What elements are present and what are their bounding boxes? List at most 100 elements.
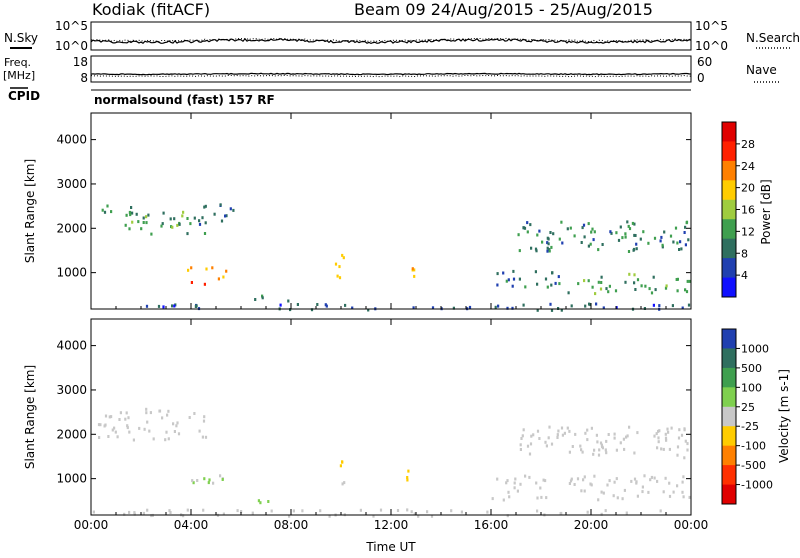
heatmap-cell [128,210,131,214]
heatmap-cell [267,500,270,503]
colorbar-tick-label: 1000 [741,342,769,355]
heatmap-cell [148,429,151,433]
heatmap-cell [341,460,344,464]
heatmap-cell [162,211,165,215]
heatmap-cell [110,415,113,419]
heatmap-cell [661,245,664,249]
heatmap-cell [640,284,643,288]
heatmap-cell [558,282,561,286]
heatmap-cell [613,480,616,484]
heatmap-cell [604,448,607,452]
heatmap-cell [169,217,172,221]
heatmap-cell [579,444,582,448]
heatmap-cell [583,235,586,239]
velocity-y-axis-label: Slant Range [km] [23,365,37,469]
colorbar-tick-label: -25 [741,420,759,433]
heatmap-cell [628,227,632,231]
heatmap-cell [600,512,603,516]
heatmap-cell [187,268,190,272]
heatmap-cell [676,289,679,293]
heatmap-cell [406,508,409,512]
heatmap-cell [536,509,539,513]
cpid-mode-text: normalsound (fast) 157 RF [94,93,275,107]
heatmap-cell [678,428,681,432]
heatmap-cell [412,306,415,310]
heatmap-cell [600,275,603,279]
heatmap-cell [310,308,314,312]
heatmap-cell [557,429,560,433]
heatmap-cell [158,409,162,413]
heatmap-cell [507,278,510,282]
colorbar-segment [722,465,736,485]
heatmap-cell [341,253,344,257]
heatmap-cell [379,508,383,512]
heatmap-cell [627,250,631,253]
heatmap-cell [511,284,514,288]
heatmap-cell [517,233,520,237]
station-title: Kodiak (fitACF) [92,0,210,19]
heatmap-cell [254,298,257,301]
heatmap-cell [124,417,127,421]
x-tick-label: 20:00 [574,518,609,532]
colorbar-tick-label: 500 [741,362,762,375]
heatmap-cell [683,456,686,460]
heatmap-cell [182,514,185,518]
noise-search-trace [90,37,691,43]
colorbar-segment [722,348,736,369]
heatmap-cell [519,448,522,451]
heatmap-cell [661,243,664,247]
heatmap-cell [430,514,434,518]
velocity-colorbar: 1000 500 100 25 -25 -100 -500 -1000 Velocity [m… [721,328,791,505]
heatmap-cell [133,511,136,515]
heatmap-cell [672,240,675,244]
heatmap-cell [343,481,346,485]
heatmap-cell [167,409,170,413]
heatmap-cell [167,437,170,441]
heatmap-cell [99,423,102,427]
heatmap-cell [687,238,690,242]
x-axis-label: Time UT [365,540,416,554]
heatmap-cell [270,509,273,513]
colorbar-segment [722,277,736,298]
heatmap-cell [613,436,616,440]
heatmap-cell [367,308,370,312]
heatmap-cell [683,231,686,234]
heatmap-cell [667,430,670,434]
heatmap-cell [548,425,551,429]
heatmap-cell [541,240,544,244]
heatmap-cell [126,424,129,428]
heatmap-cell [261,296,264,300]
heatmap-cell [257,499,260,503]
heatmap-cell [672,490,675,494]
heatmap-cell [516,489,519,493]
heatmap-cell [649,478,652,482]
heatmap-cell [505,279,508,283]
noise-right-tick-top: 10^5 [695,19,728,33]
heatmap-cell [602,306,605,310]
nave-trace [91,74,691,78]
heatmap-cell [552,232,555,236]
heatmap-cell [674,226,678,230]
colorbar-tick-label: -100 [741,440,766,453]
heatmap-cell [570,477,573,481]
colorbar-segment [722,329,736,349]
heatmap-cell [219,203,222,207]
heatmap-cell [410,510,413,514]
heatmap-cell [523,226,527,230]
heatmap-cell [150,514,153,518]
heatmap-cell [681,306,684,310]
heatmap-cell [513,481,516,485]
heatmap-cell [556,436,559,439]
heatmap-cell [133,512,136,516]
heatmap-cell [617,238,621,242]
heatmap-cell [671,304,674,308]
heatmap-cell [647,241,650,245]
heatmap-cell [619,225,622,229]
noise-left-label: N.Sky [4,31,38,45]
heatmap-cell [190,266,193,270]
heatmap-cell [610,231,613,235]
heatmap-cell [406,478,409,482]
heatmap-cell [554,281,557,285]
heatmap-cell [684,225,687,229]
heatmap-cell [676,453,679,457]
